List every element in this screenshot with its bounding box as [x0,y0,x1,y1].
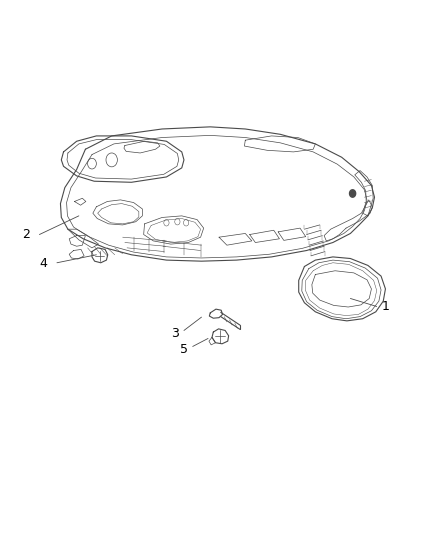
Text: 3: 3 [171,327,179,340]
Text: 2: 2 [22,228,30,241]
Circle shape [350,190,356,197]
Text: 5: 5 [180,343,188,356]
Text: 4: 4 [40,257,48,270]
Text: 1: 1 [381,300,389,313]
